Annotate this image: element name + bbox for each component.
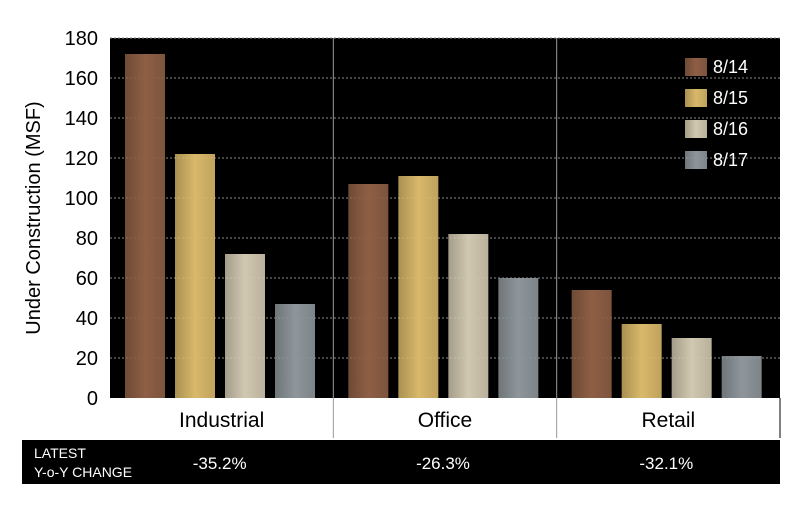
x-category-label: Office: [418, 409, 472, 432]
legend-label: 8/14: [713, 57, 748, 77]
y-tick-label: 20: [76, 348, 98, 370]
legend: 8/14 8/15 8/16 8/17: [685, 57, 748, 170]
footer-background: [22, 440, 780, 484]
yoy-change-value: -26.3%: [416, 454, 470, 473]
bar: [175, 154, 215, 398]
y-tick-label: 180: [65, 28, 98, 50]
legend-label: 8/17: [713, 150, 748, 170]
footer-label-line1: LATEST: [34, 445, 86, 461]
y-axis: 0 20 40 60 80 100 120 140 160 180: [65, 28, 98, 410]
bar: [671, 338, 712, 398]
bar: [498, 278, 539, 398]
y-axis-label: Under Construction (MSF): [23, 101, 45, 334]
legend-swatch: [685, 89, 707, 107]
bar: [275, 304, 315, 398]
y-tick-label: 60: [76, 268, 98, 290]
yoy-change-value: -32.1%: [639, 454, 693, 473]
bar: [398, 176, 439, 398]
y-tick-label: 160: [65, 68, 98, 90]
x-axis-categories: Industrial Office Retail: [179, 409, 695, 432]
y-tick-label: 140: [65, 108, 98, 130]
legend-swatch: [685, 151, 707, 169]
legend-swatch: [685, 58, 707, 76]
bar: [348, 184, 389, 398]
y-tick-label: 40: [76, 308, 98, 330]
plot-area: [110, 38, 780, 398]
x-category-label: Industrial: [179, 409, 264, 432]
bar: [448, 234, 489, 398]
bar: [621, 324, 662, 398]
bar: [225, 254, 265, 398]
y-tick-label: 100: [65, 188, 98, 210]
y-tick-label: 0: [87, 388, 98, 410]
x-category-label: Retail: [641, 409, 695, 432]
y-tick-label: 80: [76, 228, 98, 250]
bars: [125, 54, 762, 398]
plot-background: [110, 38, 780, 398]
legend-swatch: [685, 120, 707, 138]
legend-label: 8/15: [713, 88, 748, 108]
footer-label-line2: Y-o-Y CHANGE: [34, 464, 132, 480]
yoy-change-footer: LATEST Y-o-Y CHANGE -35.2% -26.3% -32.1%: [22, 440, 780, 484]
y-tick-label: 120: [65, 148, 98, 170]
bar: [571, 290, 612, 398]
yoy-change-value: -35.2%: [193, 454, 247, 473]
legend-label: 8/16: [713, 119, 748, 139]
gridlines: [110, 37, 781, 438]
bar: [721, 356, 762, 398]
bar: [125, 54, 165, 398]
